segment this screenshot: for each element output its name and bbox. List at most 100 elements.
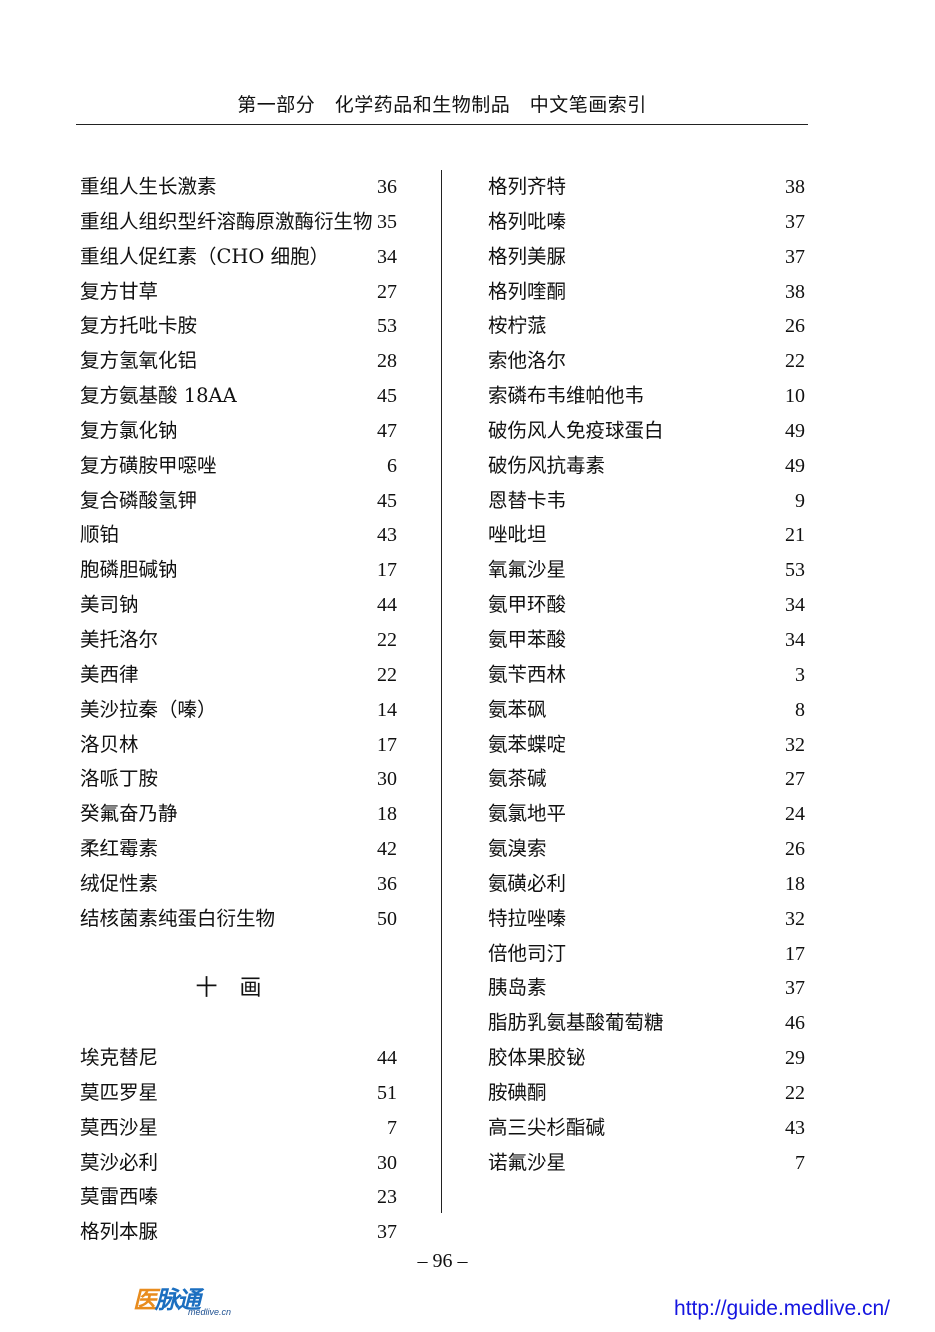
entry-name: 格列本脲 [80, 1220, 159, 1244]
entry-page: 44 [377, 1047, 397, 1070]
entry-page: 36 [377, 176, 397, 198]
entry-page: 28 [377, 350, 397, 373]
entry-name: 复方托吡卡胺 [80, 314, 198, 338]
index-entry: 莫沙必利 30 [80, 1146, 397, 1181]
entry-name: 脂肪乳氨基酸葡萄糖 [488, 1011, 664, 1035]
index-entry: 美沙拉秦（嗪） 14 [80, 693, 397, 728]
entry-name: 莫雷西嗪 [80, 1185, 159, 1209]
entry-page: 49 [785, 419, 805, 442]
index-entry: 氨苯砜 8 [488, 693, 805, 728]
entry-name: 复合磷酸氢钾 [80, 488, 198, 512]
entry-name: 胞磷胆碱钠 [80, 558, 178, 582]
entry-name: 氨甲苯酸 [488, 627, 567, 651]
index-list: 重组人生长激素 36 重组人组织型纤溶酶原激酶衍生物 35 重组人促红素（CHO 细胞）… [80, 170, 397, 937]
entry-name: 氨苯砜 [488, 697, 547, 721]
entry-page: 45 [377, 489, 397, 512]
index-entry: 氨溴索 26 [488, 832, 805, 867]
entry-page: 53 [785, 559, 805, 582]
index-entry: 美西律 22 [80, 658, 397, 693]
entry-page: 37 [785, 245, 805, 268]
entry-page: 17 [377, 733, 397, 756]
entry-name: 顺铂 [80, 523, 120, 547]
index-entry: 复方氨基酸 18AA 45 [80, 379, 397, 414]
index-entry: 格列美脲 37 [488, 240, 805, 275]
entry-name: 特拉唑嗪 [488, 906, 567, 930]
entry-name: 重组人促红素（CHO 细胞） [80, 244, 330, 268]
index-entry: 柔红霉素 42 [80, 832, 397, 867]
entry-name: 重组人组织型纤溶酶原激酶衍生物 [80, 209, 373, 233]
index-entry: 胰岛素 37 [488, 971, 805, 1006]
entry-page: 43 [377, 524, 397, 547]
entry-page: 18 [785, 872, 805, 895]
entry-name: 氧氟沙星 [488, 558, 567, 582]
index-entry: 复方甘草 27 [80, 275, 397, 310]
entry-name: 美托洛尔 [80, 627, 159, 651]
entry-page: 38 [785, 280, 805, 303]
entry-page: 42 [377, 838, 397, 861]
entry-name: 绒促性素 [80, 871, 159, 895]
entry-name: 美司钠 [80, 593, 139, 617]
entry-page: 47 [377, 419, 397, 442]
index-entry: 氨甲苯酸 34 [488, 623, 805, 658]
entry-page: 26 [785, 315, 805, 338]
entry-name: 破伤风人免疫球蛋白 [488, 418, 664, 442]
index-entry: 重组人生长激素 36 [80, 170, 397, 205]
index-entry: 唑吡坦 21 [488, 518, 805, 553]
entry-page: 34 [785, 594, 805, 617]
entry-page: 36 [377, 872, 397, 895]
index-entry: 顺铂 43 [80, 518, 397, 553]
entry-name: 胶体果胶铋 [488, 1046, 586, 1070]
entry-page: 27 [377, 280, 397, 303]
entry-page: 8 [795, 698, 805, 721]
entry-page: 53 [377, 315, 397, 338]
entry-name: 莫沙必利 [80, 1150, 159, 1174]
index-entry: 复方磺胺甲噁唑 6 [80, 449, 397, 484]
entry-page: 37 [785, 977, 805, 1000]
entry-page: 22 [377, 663, 397, 686]
section-heading: 十 画 [195, 975, 262, 1001]
entry-page: 6 [387, 454, 397, 477]
page-number: – 96 – [417, 1250, 468, 1272]
index-entry: 格列吡嗪 37 [488, 205, 805, 240]
entry-name: 重组人生长激素 [80, 175, 217, 198]
index-entry: 格列本脲 37 [80, 1215, 397, 1250]
entry-page: 50 [377, 907, 397, 930]
index-entry: 破伤风人免疫球蛋白 49 [488, 414, 805, 449]
entry-page: 29 [785, 1047, 805, 1070]
entry-name: 高三尖杉酯碱 [488, 1115, 606, 1139]
entry-name: 柔红霉素 [80, 837, 159, 861]
entry-page: 18 [377, 803, 397, 826]
index-entry: 美托洛尔 22 [80, 623, 397, 658]
entry-name: 洛哌丁胺 [80, 767, 159, 791]
index-entry: 癸氟奋乃静 18 [80, 797, 397, 832]
entry-name: 复方氢氧化铝 [80, 349, 198, 373]
index-entry: 结核菌素纯蛋白衍生物 50 [80, 902, 397, 937]
index-entry: 胶体果胶铋 29 [488, 1041, 805, 1076]
entry-page: 22 [377, 628, 397, 651]
entry-page: 23 [377, 1186, 397, 1209]
index-entry: 重组人组织型纤溶酶原激酶衍生物 35 [80, 205, 397, 240]
entry-name: 莫匹罗星 [80, 1080, 159, 1104]
index-entry: 洛哌丁胺 30 [80, 762, 397, 797]
index-entry: 诺氟沙星 7 [488, 1146, 805, 1181]
index-entry: 高三尖杉酯碱 43 [488, 1111, 805, 1146]
entry-page: 44 [377, 594, 397, 617]
index-entry: 莫西沙星 7 [80, 1111, 397, 1146]
entry-page: 32 [785, 907, 805, 930]
entry-name: 氨苄西林 [488, 662, 567, 686]
logo-subtext: medlive.cn [188, 1307, 232, 1317]
source-url-link[interactable]: http://guide.medlive.cn/ [674, 1297, 890, 1320]
entry-page: 37 [377, 1221, 397, 1244]
entry-name: 复方氨基酸 18AA [80, 384, 237, 408]
entry-page: 43 [785, 1116, 805, 1139]
entry-name: 癸氟奋乃静 [80, 802, 178, 826]
index-entry: 绒促性素 36 [80, 867, 397, 902]
entry-name: 复方甘草 [80, 279, 159, 303]
index-entry: 复合磷酸氢钾 45 [80, 484, 397, 519]
index-entry: 恩替卡韦 9 [488, 484, 805, 519]
index-entry: 脂肪乳氨基酸葡萄糖 46 [488, 1006, 805, 1041]
index-entry: 莫雷西嗪 23 [80, 1180, 397, 1215]
entry-name: 复方磺胺甲噁唑 [80, 453, 217, 477]
entry-name: 莫西沙星 [80, 1115, 159, 1139]
index-entry: 复方氢氧化铝 28 [80, 344, 397, 379]
